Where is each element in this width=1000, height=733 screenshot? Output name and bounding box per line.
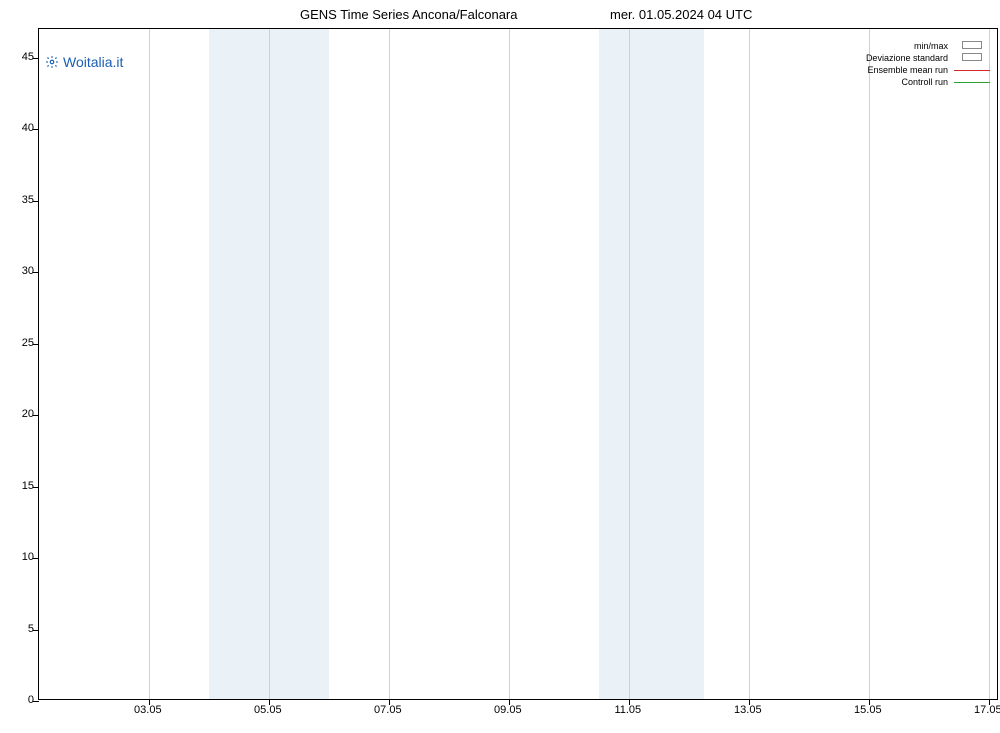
y-tick-label: 5 <box>28 623 34 635</box>
chart-title-left: GENS Time Series Ancona/Falconara <box>300 7 518 22</box>
legend-marker <box>954 65 990 75</box>
x-tick-label: 03.05 <box>134 704 162 716</box>
chart-title-right: mer. 01.05.2024 04 UTC <box>610 7 752 22</box>
legend-item: min/max <box>866 40 990 52</box>
gridline <box>269 29 270 699</box>
y-tick-label: 30 <box>22 265 34 277</box>
gridline <box>989 29 990 699</box>
gridline <box>749 29 750 699</box>
y-tick-label: 0 <box>28 694 34 706</box>
legend-marker <box>954 53 990 63</box>
x-tick-label: 15.05 <box>854 704 882 716</box>
y-tick-label: 20 <box>22 408 34 420</box>
legend-label: min/max <box>914 41 948 51</box>
legend-label: Controll run <box>901 77 948 87</box>
x-tick-label: 05.05 <box>254 704 282 716</box>
x-tick-label: 13.05 <box>734 704 762 716</box>
legend-marker <box>954 77 990 87</box>
gridline <box>509 29 510 699</box>
shaded-band <box>599 29 704 699</box>
legend-label: Ensemble mean run <box>867 65 948 75</box>
y-tick-label: 40 <box>22 122 34 134</box>
y-tick-label: 35 <box>22 194 34 206</box>
gridline <box>869 29 870 699</box>
legend: min/max Deviazione standard Ensemble mean … <box>866 40 990 88</box>
legend-item: Deviazione standard <box>866 52 990 64</box>
y-tick-label: 25 <box>22 337 34 349</box>
gridline <box>389 29 390 699</box>
gridline <box>629 29 630 699</box>
x-tick-label: 17.05 <box>974 704 1000 716</box>
x-tick-label: 11.05 <box>614 704 641 716</box>
plot-area <box>38 28 998 700</box>
y-tick-label: 10 <box>22 551 34 563</box>
y-tick-label: 45 <box>22 51 34 63</box>
x-tick-label: 09.05 <box>494 704 522 716</box>
x-tick-label: 07.05 <box>374 704 402 716</box>
legend-label: Deviazione standard <box>866 53 948 63</box>
legend-item: Ensemble mean run <box>866 64 990 76</box>
y-tick-label: 15 <box>22 480 34 492</box>
gridline <box>149 29 150 699</box>
legend-item: Controll run <box>866 76 990 88</box>
legend-marker <box>954 41 990 51</box>
